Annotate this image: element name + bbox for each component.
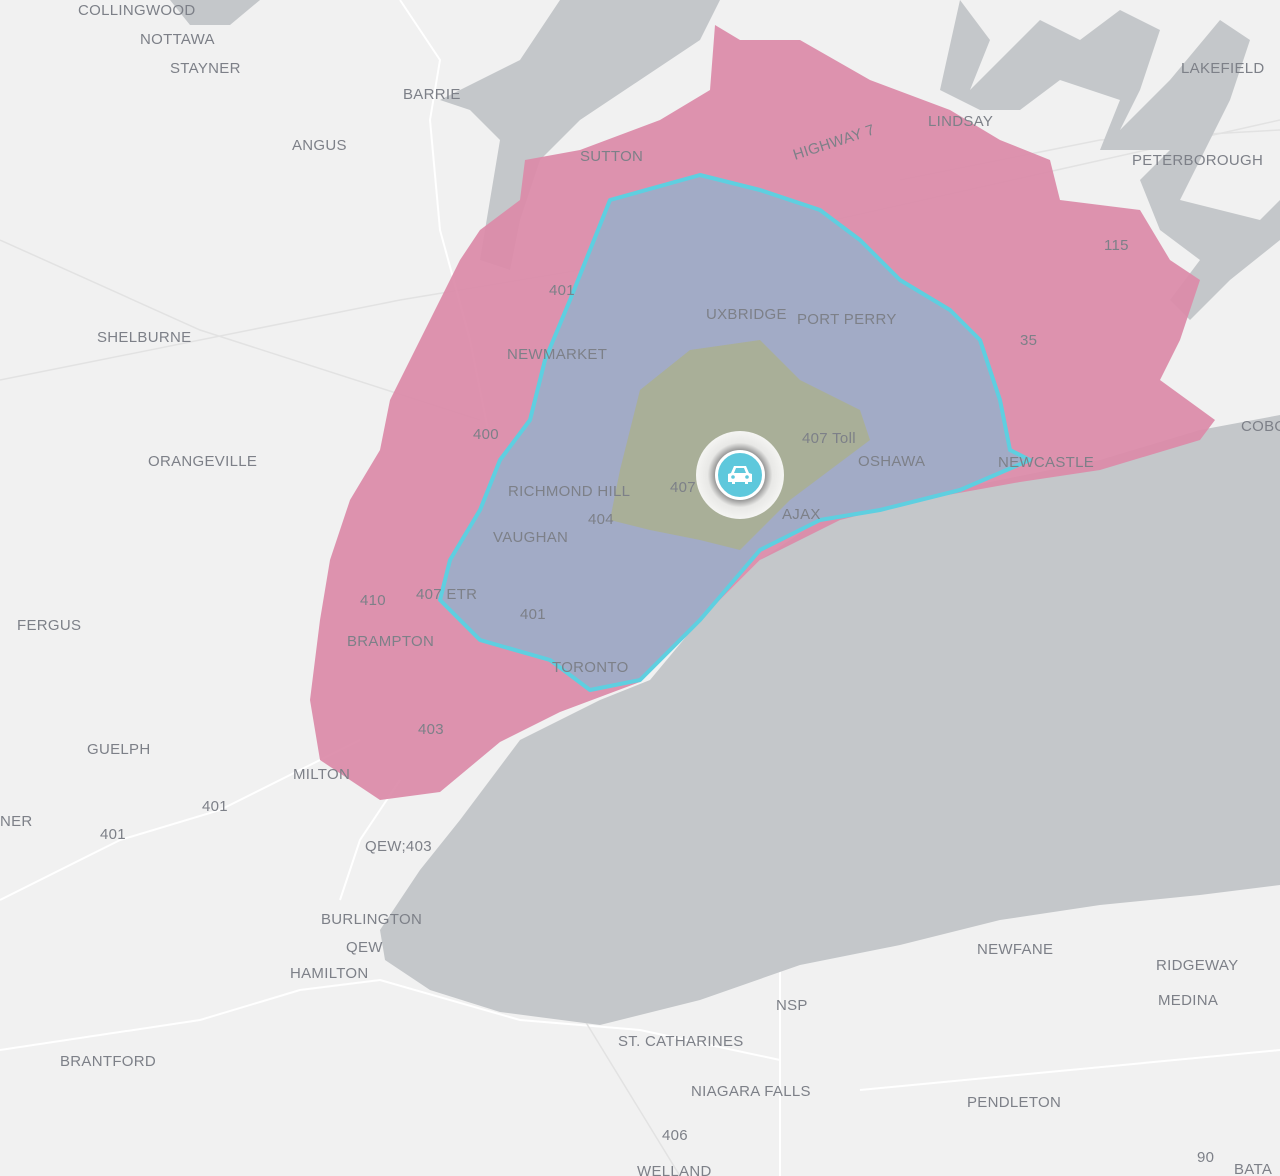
label-rqew403: QEW;403 [365,838,432,855]
label-r406: 406 [662,1127,688,1144]
label-ridgeway: RIDGEWAY [1156,957,1238,974]
label-medina: MEDINA [1158,992,1218,1009]
label-newcastle: NEWCASTLE [998,454,1094,471]
label-toronto: TORONTO [552,659,629,676]
marker-badge [715,450,765,500]
road-labels: 401 400 407 Toll 407 404 410 407 ETR 401 403 401 4… [100,237,1214,1166]
label-ner: NER [0,813,33,830]
label-portperry: PORT PERRY [797,311,897,328]
label-angus: ANGUS [292,137,347,154]
label-oshawa: OSHAWA [858,453,925,470]
label-milton: MILTON [293,766,350,783]
label-r410: 410 [360,592,386,609]
car-icon [728,466,752,484]
label-r401b: 401 [520,606,546,623]
label-richmondhill: RICHMOND HILL [508,483,630,500]
label-r407toll: 407 Toll [802,430,856,447]
label-fergus: FERGUS [17,617,81,634]
origin-marker[interactable] [696,431,784,519]
label-ajax: AJAX [782,506,821,523]
label-r115: 115 [1104,237,1129,254]
water-bodies [170,0,1280,1025]
label-rnsp: NSP [776,997,808,1014]
label-batavia: BATA [1234,1161,1272,1176]
label-r407etr: 407 ETR [416,586,477,603]
label-r403: 403 [418,721,444,738]
label-newfane: NEWFANE [977,941,1053,958]
label-r401c: 401 [202,798,228,815]
label-brantford: BRANTFORD [60,1053,156,1070]
lake-simcoe [440,0,720,270]
label-welland: WELLAND [637,1163,712,1176]
label-r35: 35 [1020,332,1037,349]
label-guelph: GUELPH [87,741,151,758]
label-stcatharines: ST. CATHARINES [618,1033,744,1050]
label-lakefield: LAKEFIELD [1181,60,1265,77]
georgian-bay [170,0,260,25]
label-r401a: 401 [549,282,575,299]
label-uxbridge: UXBRIDGE [706,306,787,323]
label-r400: 400 [473,426,499,443]
label-peterborough: PETERBOROUGH [1132,152,1263,169]
label-r90: 90 [1197,1149,1214,1166]
label-newmarket: NEWMARKET [507,346,607,363]
label-nottawa: NOTTAWA [140,31,215,48]
lake-ontario [380,415,1280,1025]
label-orangeville: ORANGEVILLE [148,453,257,470]
label-hamilton: HAMILTON [290,965,369,982]
label-cobourg: COBO [1241,418,1280,435]
label-collingwood: COLLINGWOOD [78,2,195,19]
label-lindsay: LINDSAY [928,113,993,130]
label-niagarafalls: NIAGARA FALLS [691,1083,811,1100]
label-r401d: 401 [100,826,126,843]
label-shelburne: SHELBURNE [97,329,191,346]
label-r404: 404 [588,511,614,528]
label-stayner: STAYNER [170,60,241,77]
label-burlington: BURLINGTON [321,911,422,928]
label-brampton: BRAMPTON [347,633,434,650]
label-sutton: SUTTON [580,148,643,165]
kawartha-lakes [940,0,1280,320]
label-rqew: QEW [346,939,383,956]
label-vaughan: VAUGHAN [493,529,568,546]
label-barrie: BARRIE [403,86,461,103]
label-pendleton: PENDLETON [967,1094,1061,1111]
label-r407: 407 [670,479,696,496]
